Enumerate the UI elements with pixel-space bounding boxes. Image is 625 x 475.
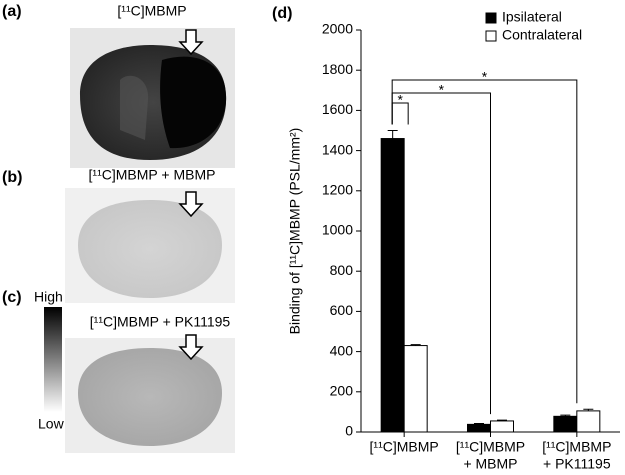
y-tick-label: 800: [330, 262, 354, 278]
y-tick-label: 2000: [322, 21, 353, 37]
y-tick-label: 1400: [322, 141, 353, 157]
panel-title: [¹¹C]MBMP: [117, 3, 186, 19]
error-bar: [583, 408, 594, 411]
bar: [490, 420, 514, 433]
x-tick-label: [¹¹C]MBMP: [456, 439, 525, 455]
arrows: [178, 29, 204, 361]
y-tick-label: 200: [330, 383, 354, 399]
bar: [403, 345, 428, 433]
panel-label: (b): [2, 169, 22, 186]
legend-label: Contralateral: [502, 27, 582, 43]
legend-swatch: [485, 30, 497, 42]
panel-label: (a): [2, 3, 22, 20]
x-tick-label: + PK11195: [543, 456, 611, 472]
autoradiogram-c: [65, 338, 235, 453]
y-tick-label: 400: [330, 342, 354, 358]
legend-label: Ipsilateral: [502, 9, 562, 25]
colorbar: [44, 307, 62, 412]
significance-bracket: [391, 79, 578, 404]
x-tick-label: + MBMP: [463, 456, 517, 472]
error-bar: [474, 423, 484, 425]
colorbar-high: High: [34, 289, 63, 305]
autoradiogram-b: [65, 188, 235, 303]
y-tick-label: 1600: [322, 101, 353, 117]
x-tick-label: [¹¹C]MBMP: [542, 439, 611, 455]
y-tick-label: 0: [345, 423, 353, 439]
panel-title: [¹¹C]MBMP + PK11195: [90, 314, 231, 330]
panel-label: (c): [2, 289, 22, 306]
x-tick-label: [¹¹C]MBMP: [370, 439, 439, 455]
autoradiogram-a: [70, 28, 235, 168]
y-tick-label: 1200: [322, 182, 353, 198]
error-bar: [497, 419, 507, 421]
significance-star: *: [439, 82, 445, 98]
panel-title: [¹¹C]MBMP + MBMP: [89, 167, 216, 183]
legend-swatch: [485, 12, 497, 24]
bar: [576, 410, 601, 433]
y-tick-label: 1800: [322, 61, 353, 77]
y-tick-label: 1000: [322, 222, 353, 238]
panel-label: (d): [272, 5, 292, 22]
error-bar: [387, 130, 398, 139]
y-tick-label: 600: [330, 302, 354, 318]
significance-star: *: [397, 92, 403, 108]
colorbar-low: Low: [38, 416, 65, 432]
bar: [467, 423, 491, 433]
bar: [380, 138, 405, 433]
error-bar: [410, 344, 421, 346]
error-bar: [560, 414, 571, 417]
y-axis-label: Binding of [¹¹C]MBMP (PSL/mm²): [287, 128, 303, 335]
significance-star: *: [482, 69, 488, 85]
bar: [553, 415, 578, 433]
